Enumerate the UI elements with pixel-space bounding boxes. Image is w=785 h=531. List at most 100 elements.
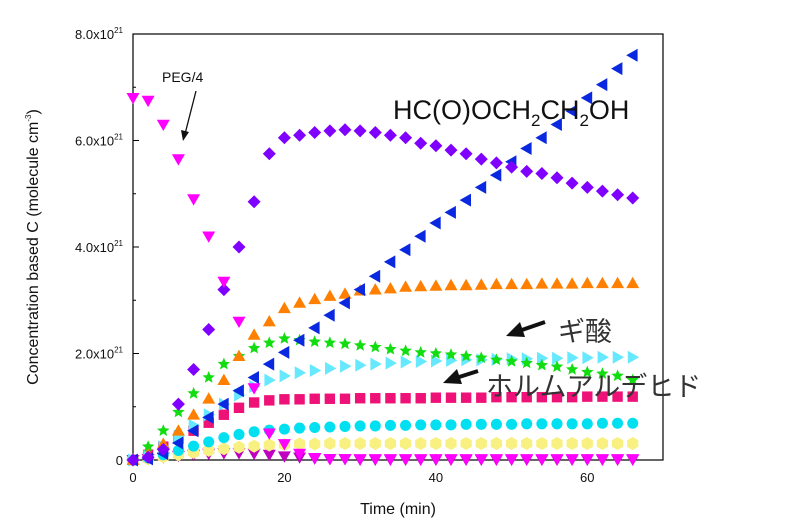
data-point <box>429 279 443 291</box>
data-point <box>340 359 352 373</box>
data-point <box>611 454 625 466</box>
data-point <box>247 371 259 384</box>
data-point <box>262 428 276 440</box>
data-point <box>355 358 367 372</box>
data-point <box>520 356 533 369</box>
data-point <box>566 363 579 375</box>
data-point <box>324 437 336 450</box>
data-point <box>474 278 488 290</box>
data-point <box>368 454 382 466</box>
y-tick-label: 0 <box>116 453 123 468</box>
annotation-peg-arrow <box>184 90 197 135</box>
data-point <box>597 391 608 402</box>
data-point <box>505 277 519 290</box>
annotation-hcoo-sub1: 2 <box>531 111 540 130</box>
annotation-formaldehyde-arrow <box>455 369 479 380</box>
data-point <box>444 454 458 466</box>
data-point <box>248 397 260 408</box>
data-point <box>309 364 322 377</box>
data-point <box>141 450 155 464</box>
data-point <box>232 384 244 398</box>
data-point <box>550 171 564 185</box>
data-point <box>506 418 518 430</box>
data-point <box>611 437 624 450</box>
data-point <box>370 393 381 404</box>
data-point <box>535 167 549 180</box>
data-point <box>294 422 306 434</box>
data-point <box>581 365 594 378</box>
x-tick-label: 0 <box>129 470 136 485</box>
data-point <box>626 454 640 466</box>
data-point <box>172 405 185 418</box>
data-point <box>415 419 427 431</box>
data-point <box>263 336 276 349</box>
data-point <box>566 391 578 403</box>
data-point <box>565 104 577 118</box>
data-point <box>233 428 245 440</box>
data-point <box>611 276 625 289</box>
data-point <box>278 332 291 344</box>
data-point <box>596 437 609 450</box>
data-point <box>142 440 155 452</box>
data-point <box>474 152 488 166</box>
data-point <box>489 156 503 170</box>
data-point <box>338 287 352 299</box>
data-point <box>430 419 442 431</box>
series-star-4 <box>126 332 639 466</box>
data-point <box>550 360 564 373</box>
data-point <box>203 443 215 457</box>
data-point <box>368 126 382 139</box>
data-point <box>400 393 411 404</box>
data-point <box>383 282 397 294</box>
data-point <box>248 439 260 453</box>
data-point <box>460 437 472 450</box>
data-point <box>264 373 276 387</box>
data-point <box>248 341 261 354</box>
data-point <box>247 448 261 461</box>
y-axis-tick-labels: 0 2.0x1021 4.0x1021 6.0x1021 8.0x1021 <box>75 26 123 468</box>
data-point <box>248 426 260 438</box>
data-point <box>429 454 443 466</box>
data-point <box>582 391 593 402</box>
data-point <box>354 339 367 351</box>
data-point <box>399 454 413 466</box>
data-point <box>384 419 396 431</box>
data-point <box>565 176 579 190</box>
data-point <box>400 419 412 431</box>
data-point <box>323 124 337 138</box>
data-point <box>368 269 381 283</box>
data-point <box>505 160 519 174</box>
data-point <box>580 180 594 194</box>
data-point <box>338 454 352 466</box>
data-point <box>202 392 216 404</box>
data-point <box>324 421 336 433</box>
y-tick-label: 6.0x1021 <box>75 133 123 149</box>
data-point <box>550 454 564 466</box>
data-point <box>277 345 290 359</box>
data-point <box>232 316 246 328</box>
data-point <box>354 393 366 404</box>
x-tick-label: 20 <box>277 470 291 485</box>
data-point <box>627 417 639 429</box>
data-point <box>171 424 185 436</box>
data-point <box>293 437 306 451</box>
data-point <box>611 369 624 382</box>
data-point <box>566 437 578 450</box>
data-point <box>595 78 608 92</box>
data-point <box>460 418 472 430</box>
data-point <box>369 437 381 450</box>
data-point <box>520 277 534 290</box>
data-point <box>521 391 532 403</box>
data-point <box>308 292 322 305</box>
data-point <box>278 423 290 435</box>
data-point <box>612 350 625 364</box>
series-triangle-left-2 <box>126 48 638 467</box>
y-tick-label: 8.0x1021 <box>75 26 123 42</box>
data-point <box>580 91 593 105</box>
y-axis-title-main: Concentration based C (molecule cm <box>25 122 42 385</box>
data-point <box>262 449 276 462</box>
data-point <box>353 283 365 297</box>
data-point <box>505 437 518 450</box>
data-point <box>323 336 336 349</box>
data-point <box>520 454 534 466</box>
